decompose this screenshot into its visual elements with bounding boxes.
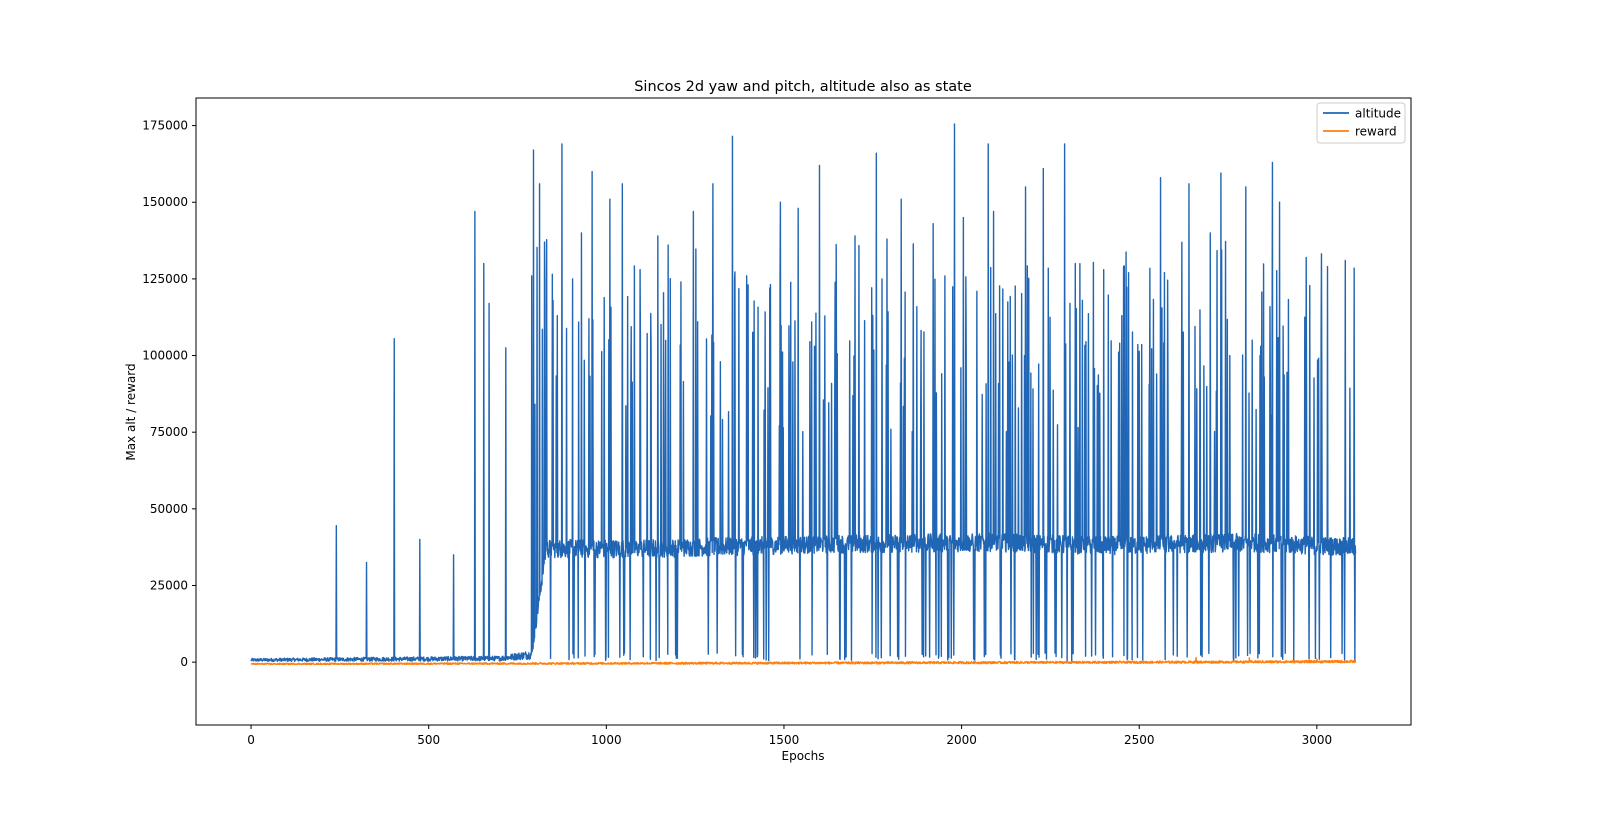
- chart-title: Sincos 2d yaw and pitch, altitude also a…: [634, 79, 972, 95]
- y-axis-label: Max alt / reward: [124, 363, 138, 460]
- y-tick-label: 75000: [150, 425, 188, 439]
- y-tick-label: 125000: [142, 272, 188, 286]
- x-axis: 0 500 1000 1500 2000 2500 3000: [247, 725, 1332, 747]
- y-tick-label: 150000: [142, 195, 188, 209]
- plot-lines: [250, 123, 1357, 666]
- y-tick-label: 25000: [150, 578, 188, 592]
- plot-frame: [195, 97, 1412, 726]
- x-tick-label: 2500: [1124, 733, 1155, 747]
- x-tick-label: 3000: [1302, 733, 1333, 747]
- legend-label-altitude: altitude: [1355, 107, 1401, 121]
- y-axis: 0 25000 50000 75000 100000 125000 150000 175000: [142, 119, 196, 669]
- y-tick-label: 175000: [142, 119, 188, 133]
- x-tick-label: 0: [247, 733, 255, 747]
- x-tick-label: 1500: [769, 733, 800, 747]
- legend-label-reward: reward: [1355, 125, 1397, 139]
- legend: altitude reward: [1316, 102, 1406, 144]
- x-tick-label: 1000: [591, 733, 622, 747]
- series-line-reward: [250, 656, 1357, 666]
- series-line-altitude: [250, 123, 1357, 663]
- y-tick-label: 50000: [150, 502, 188, 516]
- x-tick-label: 500: [417, 733, 440, 747]
- x-axis-label: Epochs: [782, 749, 825, 763]
- y-tick-label: 0: [180, 655, 188, 669]
- x-tick-label: 2000: [946, 733, 977, 747]
- y-tick-label: 100000: [142, 349, 188, 363]
